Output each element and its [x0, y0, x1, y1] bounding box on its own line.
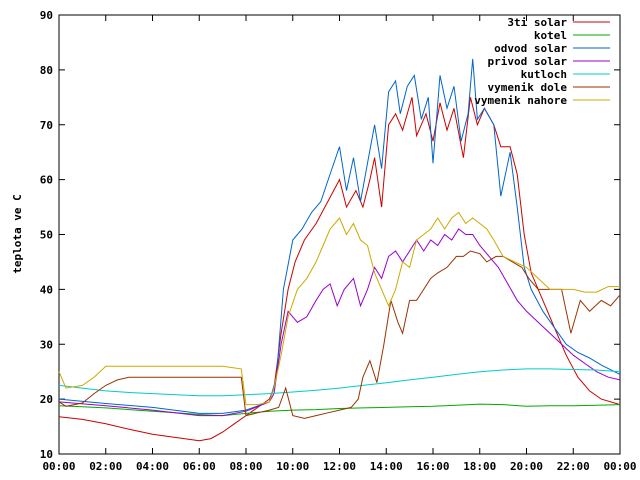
series-line-vymenik-dole	[58, 250, 621, 419]
x-tick-label: 12:00	[323, 460, 356, 473]
series-line-vymenik-nahore	[58, 211, 620, 406]
x-tick-label: 08:00	[229, 460, 262, 473]
y-tick-label: 20	[40, 393, 53, 406]
x-tick-label: 20:00	[510, 460, 543, 473]
series-line-odvod-solar	[58, 58, 621, 414]
y-tick-label: 10	[40, 448, 53, 461]
legend-label: kutloch	[521, 68, 567, 81]
x-tick-label: 10:00	[276, 460, 309, 473]
y-tick-label: 60	[40, 174, 53, 187]
x-tick-label: 00:00	[603, 460, 636, 473]
series-lines	[58, 58, 621, 442]
y-tick-label: 30	[40, 338, 53, 351]
series-line-kutloch	[58, 368, 621, 397]
x-tick-label: 06:00	[183, 460, 216, 473]
y-axis-label: teplota ve C	[11, 194, 24, 273]
legend-label: 3ti solar	[507, 16, 567, 29]
axis-ticks: 10 20 30 40 50 60 70 80 90 00:00 02:00 04:00 06:00 08…	[40, 9, 637, 473]
series-line-kotel	[58, 403, 621, 417]
y-tick-label: 90	[40, 9, 53, 22]
legend-label: vymenik nahore	[474, 94, 567, 107]
y-tick-label: 80	[40, 64, 53, 77]
series-line-3ti-solar	[58, 97, 621, 442]
x-tick-label: 04:00	[136, 460, 169, 473]
y-tick-label: 40	[40, 283, 53, 296]
x-tick-label: 22:00	[557, 460, 590, 473]
legend-label: kotel	[534, 29, 567, 42]
x-tick-label: 02:00	[89, 460, 122, 473]
legend-label: privod solar	[488, 55, 568, 68]
legend-label: vymenik dole	[488, 81, 568, 94]
x-tick-label: 00:00	[42, 460, 75, 473]
x-tick-label: 16:00	[416, 460, 449, 473]
y-tick-label: 50	[40, 229, 53, 242]
x-tick-label: 14:00	[370, 460, 403, 473]
legend-label: odvod solar	[494, 42, 567, 55]
x-tick-label: 18:00	[463, 460, 496, 473]
y-tick-label: 70	[40, 119, 53, 132]
